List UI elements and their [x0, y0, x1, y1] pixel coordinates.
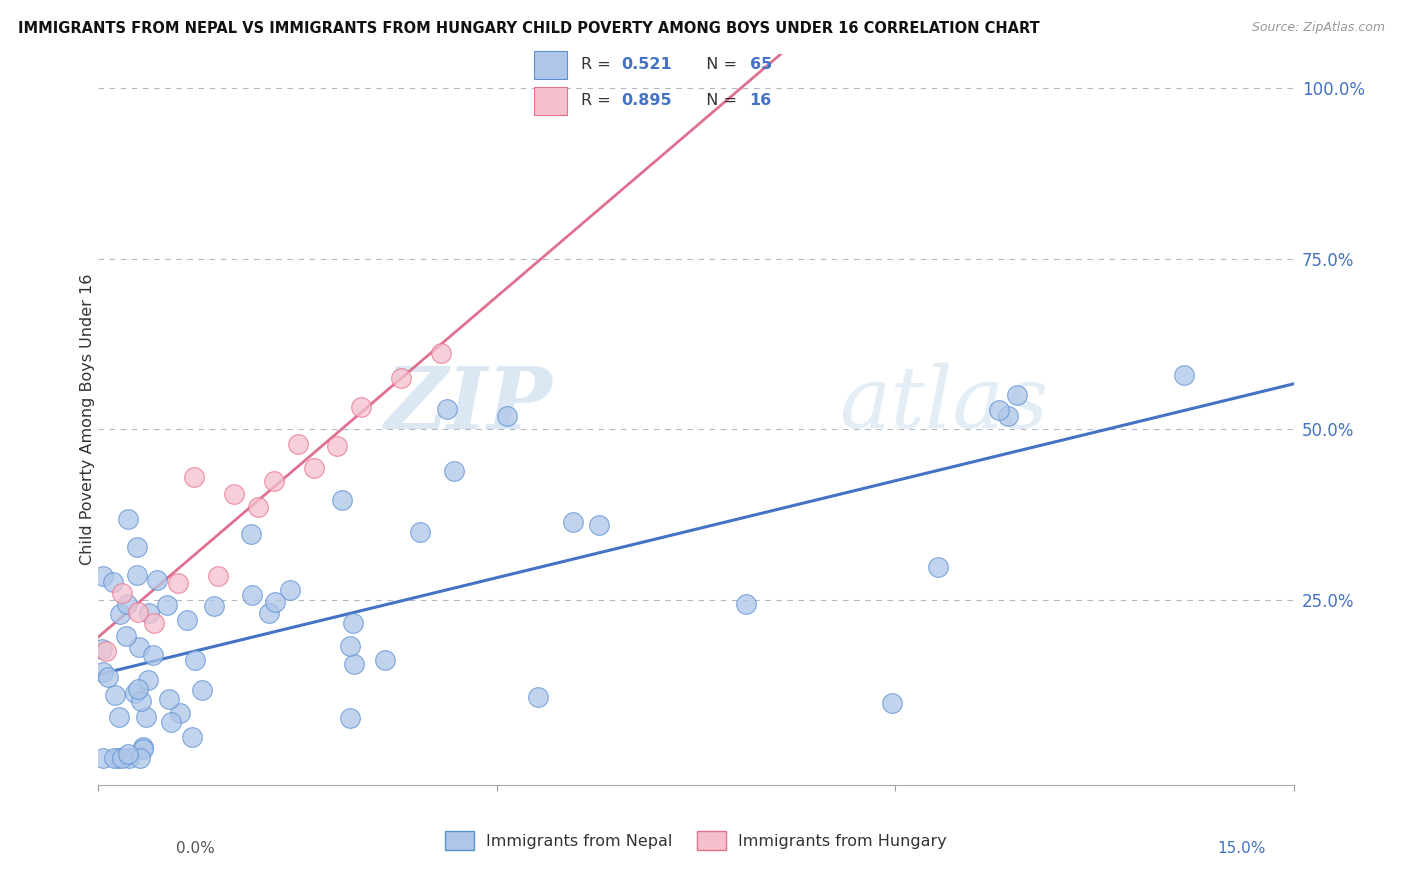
Point — [91, 642, 114, 657]
Point — [343, 657, 366, 672]
Point — [135, 710, 157, 724]
Point — [128, 750, 150, 764]
Point — [240, 527, 263, 541]
Point — [339, 711, 361, 725]
Point — [96, 670, 118, 684]
Point — [101, 575, 124, 590]
Point — [184, 653, 207, 667]
Point — [127, 605, 149, 619]
Point — [125, 540, 148, 554]
Point — [588, 518, 610, 533]
Point — [526, 690, 548, 704]
Text: IMMIGRANTS FROM NEPAL VS IMMIGRANTS FROM HUNGARY CHILD POVERTY AMONG BOYS UNDER : IMMIGRANTS FROM NEPAL VS IMMIGRANTS FROM… — [18, 21, 1040, 36]
Point — [131, 742, 153, 756]
Text: 0.521: 0.521 — [621, 57, 672, 72]
Point — [93, 568, 115, 582]
Point — [157, 691, 180, 706]
Point — [495, 409, 517, 423]
Point — [125, 568, 148, 582]
Legend: Immigrants from Nepal, Immigrants from Hungary: Immigrants from Nepal, Immigrants from H… — [444, 830, 948, 850]
Point — [115, 629, 138, 643]
Text: R =: R = — [581, 93, 616, 108]
Point — [997, 409, 1019, 423]
Point — [1173, 368, 1195, 382]
Point — [91, 665, 114, 679]
Point — [103, 750, 125, 764]
Point — [389, 370, 412, 384]
Point — [108, 709, 131, 723]
Point — [263, 474, 285, 488]
Point — [96, 644, 118, 658]
Point — [167, 576, 190, 591]
Point — [374, 653, 396, 667]
Point — [342, 615, 364, 630]
Point — [409, 524, 432, 539]
Point — [156, 598, 179, 612]
Text: 65: 65 — [749, 57, 772, 72]
Point — [430, 345, 453, 359]
Point — [146, 573, 169, 587]
Point — [207, 569, 229, 583]
Point — [104, 688, 127, 702]
Point — [278, 583, 301, 598]
Text: R =: R = — [581, 57, 616, 72]
Point — [287, 437, 309, 451]
Point — [138, 606, 160, 620]
Point — [136, 673, 159, 688]
Point — [108, 607, 131, 622]
Point — [257, 606, 280, 620]
Point — [131, 693, 153, 707]
Point — [246, 500, 269, 515]
Point — [117, 512, 139, 526]
Point — [302, 461, 325, 475]
Point — [1005, 388, 1028, 402]
Point — [191, 683, 214, 698]
Point — [117, 747, 139, 761]
Text: 15.0%: 15.0% — [1218, 841, 1265, 856]
Point — [117, 597, 139, 611]
Point — [111, 750, 134, 764]
Point — [350, 401, 373, 415]
Point — [339, 639, 361, 653]
Point — [107, 750, 129, 764]
Point — [734, 597, 756, 611]
Text: N =: N = — [696, 57, 742, 72]
Point — [202, 599, 225, 614]
Point — [988, 403, 1011, 417]
Y-axis label: Child Poverty Among Boys Under 16: Child Poverty Among Boys Under 16 — [80, 274, 94, 565]
Text: atlas: atlas — [839, 363, 1049, 446]
Point — [91, 750, 114, 764]
Point — [222, 487, 245, 501]
Point — [443, 463, 465, 477]
Point — [183, 470, 205, 484]
Point — [118, 750, 141, 764]
Point — [240, 588, 263, 602]
Point — [111, 586, 134, 600]
Text: Source: ZipAtlas.com: Source: ZipAtlas.com — [1251, 21, 1385, 34]
Point — [160, 714, 183, 729]
Point — [561, 515, 583, 529]
Point — [124, 686, 146, 700]
Point — [436, 402, 458, 417]
Point — [927, 559, 949, 574]
Bar — [534, 51, 568, 78]
Point — [127, 681, 149, 696]
Point — [169, 706, 191, 720]
Bar — [534, 87, 568, 114]
Point — [264, 595, 287, 609]
Point — [180, 730, 202, 744]
Text: 16: 16 — [749, 93, 772, 108]
Point — [326, 439, 349, 453]
Point — [128, 640, 150, 654]
Text: 0.0%: 0.0% — [176, 841, 215, 856]
Point — [142, 648, 165, 663]
Text: 0.895: 0.895 — [621, 93, 672, 108]
Point — [143, 616, 166, 631]
Point — [132, 740, 155, 755]
Point — [880, 696, 903, 710]
Text: N =: N = — [696, 93, 742, 108]
Point — [176, 613, 198, 627]
Point — [330, 493, 353, 508]
Text: ZIP: ZIP — [385, 363, 553, 446]
